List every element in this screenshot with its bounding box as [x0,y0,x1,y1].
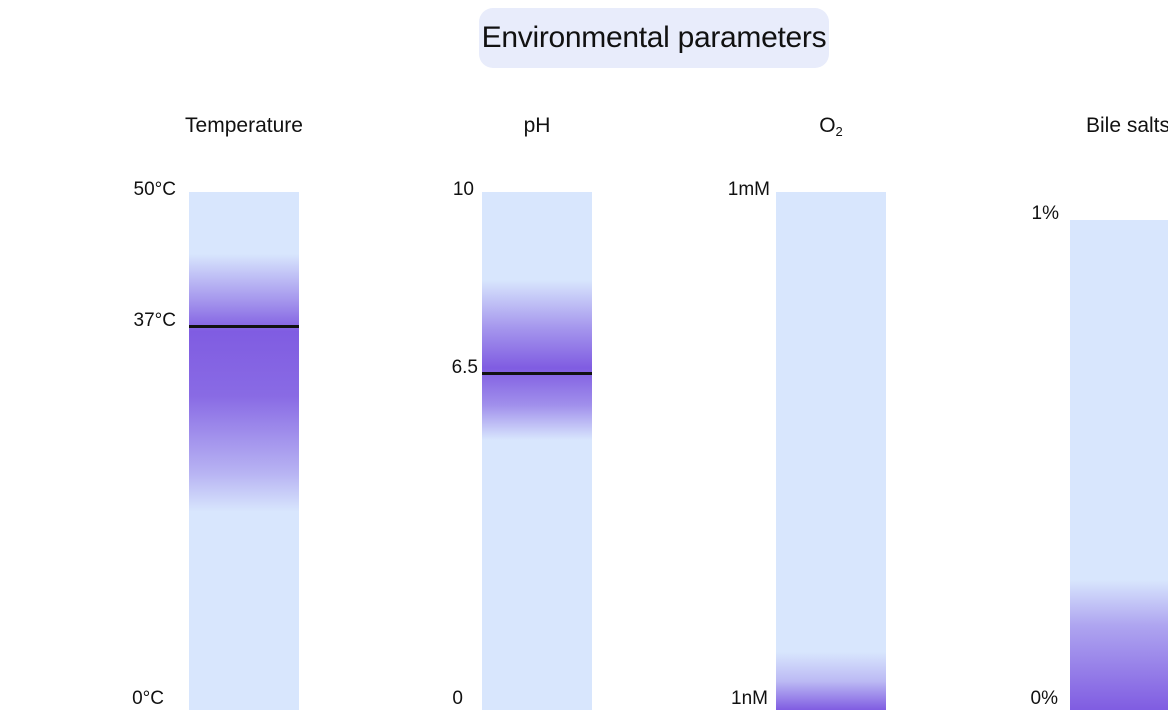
bile-salts-bar [1070,220,1168,710]
ph-bar [482,192,592,710]
panel-label-oxygen: O2 [819,114,843,139]
bile-salts-bottom-label: 0% [1030,688,1058,709]
temperature-tolerance-gradient [189,254,299,512]
oxygen-top-label: 1mM [727,179,770,200]
temperature-optimum-marker [189,325,299,328]
oxygen-label-text: O [819,114,836,137]
ph-bottom-label: 0 [452,688,463,709]
panel-label-temperature: Temperature [185,114,303,137]
oxygen-label-subscript: 2 [835,124,843,139]
bile-salts-tolerance-gradient [1070,580,1168,710]
temperature-top-label: 50°C [133,179,176,200]
figure-title-text: Environmental parameters [481,21,827,54]
panel-label-ph: pH [523,114,551,137]
ph-optimum-marker [482,372,592,375]
oxygen-bar [776,192,886,710]
ph-tolerance-gradient [482,280,592,440]
panel-label-bile-salts: Bile salts [1085,114,1168,137]
temperature-optimum-label: 37°C [133,310,176,331]
temperature-bottom-label: 0°C [132,688,164,709]
ph-top-label: 10 [452,179,474,200]
figure-title: Environmental parameters [479,8,829,68]
ph-optimum-label: 6.5 [451,357,478,378]
bile-salts-top-label: 1% [1031,203,1059,224]
oxygen-bottom-label: 1nM [731,688,768,709]
temperature-bar [189,192,299,710]
oxygen-tolerance-gradient [776,652,886,710]
